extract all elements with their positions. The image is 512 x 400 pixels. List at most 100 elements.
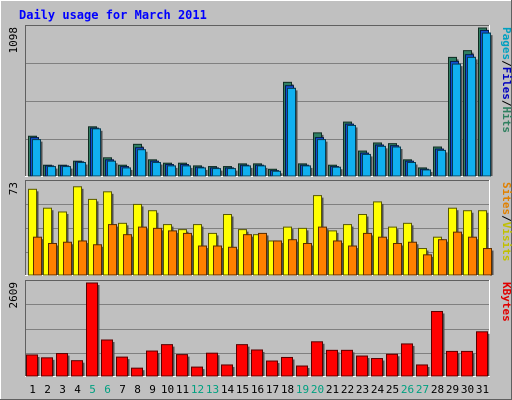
- bar-hits-pages-day-18: [287, 87, 298, 177]
- bar-hits-pages-day-12: [197, 167, 208, 177]
- bar-visits-sites-day-22-body: [348, 245, 357, 276]
- bar-visits-sites-day-25-body: [393, 242, 402, 276]
- bar-kbytes-kbytes-day-20: [311, 341, 325, 377]
- bar-kbytes-kbytes-day-25: [386, 353, 400, 377]
- bar-visits-visits-day-4-body: [73, 186, 82, 276]
- panel-visits-max-label: 73: [7, 182, 20, 195]
- bar-visits-visits-day-31: [478, 210, 489, 276]
- bar-hits-pages-day-8: [137, 149, 148, 177]
- day-label-10: 10: [161, 383, 174, 396]
- day-label-6: 6: [104, 383, 111, 396]
- panel-hits: 1098 Pages/Files/Hits: [7, 25, 512, 177]
- bar-kbytes-kbytes-day-28: [431, 310, 445, 377]
- bar-kbytes-kbytes-day-4-body: [71, 360, 83, 377]
- bar-hits-pages-day-11-body: [182, 165, 191, 177]
- bar-kbytes-kbytes-day-7: [116, 356, 130, 377]
- day-label-25: 25: [386, 383, 399, 396]
- bar-visits-sites-day-21: [333, 240, 344, 276]
- bar-kbytes-kbytes-day-13: [206, 352, 220, 377]
- bar-hits-pages-day-30-body: [467, 56, 476, 177]
- bar-visits-sites-day-8-body: [138, 226, 147, 276]
- day-label-24: 24: [371, 383, 385, 396]
- bar-kbytes-kbytes-day-6-body: [101, 339, 113, 377]
- bar-hits-pages-day-26-body: [407, 162, 416, 177]
- bar-hits-pages-day-28-body: [437, 149, 446, 177]
- bar-hits-pages-day-1-body: [32, 139, 41, 177]
- panel-visits: 73 Sites/Visits: [7, 180, 512, 276]
- bar-kbytes-kbytes-day-23-body: [356, 355, 368, 377]
- bar-visits-sites-day-20-body: [318, 226, 327, 276]
- bar-visits-sites-day-23-body: [363, 232, 372, 276]
- bar-visits-sites-day-3-body: [63, 241, 72, 276]
- day-label-15: 15: [236, 383, 249, 396]
- bar-kbytes-kbytes-day-2: [41, 357, 55, 377]
- bar-hits-pages-day-11: [182, 165, 193, 177]
- bar-hits-pages-day-19-body: [302, 165, 311, 177]
- legend-visits-sites: Sites: [500, 182, 512, 215]
- day-label-18: 18: [281, 383, 294, 396]
- panel-kbytes-legend: KBytes: [500, 282, 512, 322]
- bar-kbytes-kbytes-day-15: [236, 344, 250, 377]
- bar-visits-sites-day-7-body: [123, 234, 132, 276]
- bar-hits-pages-day-29-body: [452, 63, 461, 177]
- day-label-4: 4: [74, 383, 81, 396]
- bar-hits-pages-day-8-body: [137, 149, 146, 177]
- legend-hits-sep2: /: [500, 100, 512, 107]
- bar-visits-sites-day-9: [153, 227, 164, 276]
- bar-visits-sites-day-8: [138, 226, 149, 276]
- day-label-9: 9: [149, 383, 156, 396]
- bar-kbytes-kbytes-day-12-body: [191, 366, 203, 377]
- bar-visits-visits-day-4: [73, 186, 84, 276]
- bar-visits-sites-day-6: [108, 224, 119, 276]
- bar-hits-pages-day-17-body: [272, 170, 281, 177]
- bar-kbytes-kbytes-day-15-body: [236, 344, 248, 377]
- panel-hits-legend: Pages/Files/Hits: [500, 27, 512, 133]
- bar-visits-sites-day-2: [48, 242, 59, 276]
- bar-kbytes-kbytes-day-18: [281, 356, 295, 377]
- bar-kbytes-kbytes-day-28-body: [431, 310, 443, 377]
- bar-hits-pages-day-16: [257, 165, 268, 177]
- bar-hits-pages-day-5-body: [92, 128, 101, 177]
- day-label-22: 22: [341, 383, 354, 396]
- bar-hits-pages-day-9-body: [152, 162, 161, 177]
- bar-kbytes-kbytes-day-14: [221, 364, 235, 377]
- day-label-3: 3: [59, 383, 66, 396]
- day-label-26: 26: [401, 383, 414, 396]
- bar-visits-sites-day-18-body: [288, 239, 297, 276]
- bar-kbytes-kbytes-day-3-body: [56, 353, 68, 377]
- legend-kbytes-kbytes: KBytes: [500, 282, 512, 322]
- bar-kbytes-kbytes-day-26-body: [401, 343, 413, 377]
- legend-visits-visits: Visits: [500, 222, 512, 262]
- bar-visits-visits-day-1-body: [28, 188, 37, 276]
- bar-visits-sites-day-27-body: [423, 254, 432, 276]
- bar-kbytes-kbytes-day-3: [56, 353, 70, 377]
- bar-hits-pages-day-23-body: [362, 153, 371, 177]
- bar-visits-sites-day-6-body: [108, 224, 117, 276]
- bar-kbytes-kbytes-day-19-body: [296, 365, 308, 377]
- bar-hits-pages-day-6-body: [107, 160, 116, 177]
- day-label-30: 30: [461, 383, 474, 396]
- bar-kbytes-kbytes-day-30: [461, 350, 475, 377]
- legend-hits-hits: Hits: [500, 107, 512, 134]
- bar-hits-pages-day-7-body: [122, 167, 131, 177]
- day-label-12: 12: [191, 383, 204, 396]
- bar-visits-sites-day-12-body: [198, 245, 207, 276]
- bar-hits-pages-day-9: [152, 162, 163, 177]
- bar-visits-sites-day-19-body: [303, 242, 312, 276]
- bar-visits-visits-day-5-body: [88, 198, 97, 276]
- bar-visits-sites-day-26: [408, 241, 419, 276]
- bar-visits-visits-day-2: [43, 207, 54, 276]
- bar-hits-pages-day-6: [107, 160, 118, 177]
- day-label-17: 17: [266, 383, 279, 396]
- bar-visits-sites-day-10: [168, 230, 179, 276]
- bar-kbytes-kbytes-day-1-body: [26, 354, 38, 377]
- bar-visits-sites-day-14: [228, 246, 239, 276]
- bar-hits-pages-day-4: [77, 162, 88, 177]
- bar-kbytes-kbytes-day-16-body: [251, 349, 263, 377]
- bar-kbytes-kbytes-day-9: [146, 350, 160, 377]
- bar-visits-sites-day-17-body: [273, 240, 282, 276]
- bar-kbytes-kbytes-day-14-body: [221, 364, 233, 377]
- bar-visits-sites-day-22: [348, 245, 359, 276]
- panel-hits-max-label: 1098: [7, 27, 20, 54]
- bar-kbytes-kbytes-day-24-body: [371, 358, 383, 377]
